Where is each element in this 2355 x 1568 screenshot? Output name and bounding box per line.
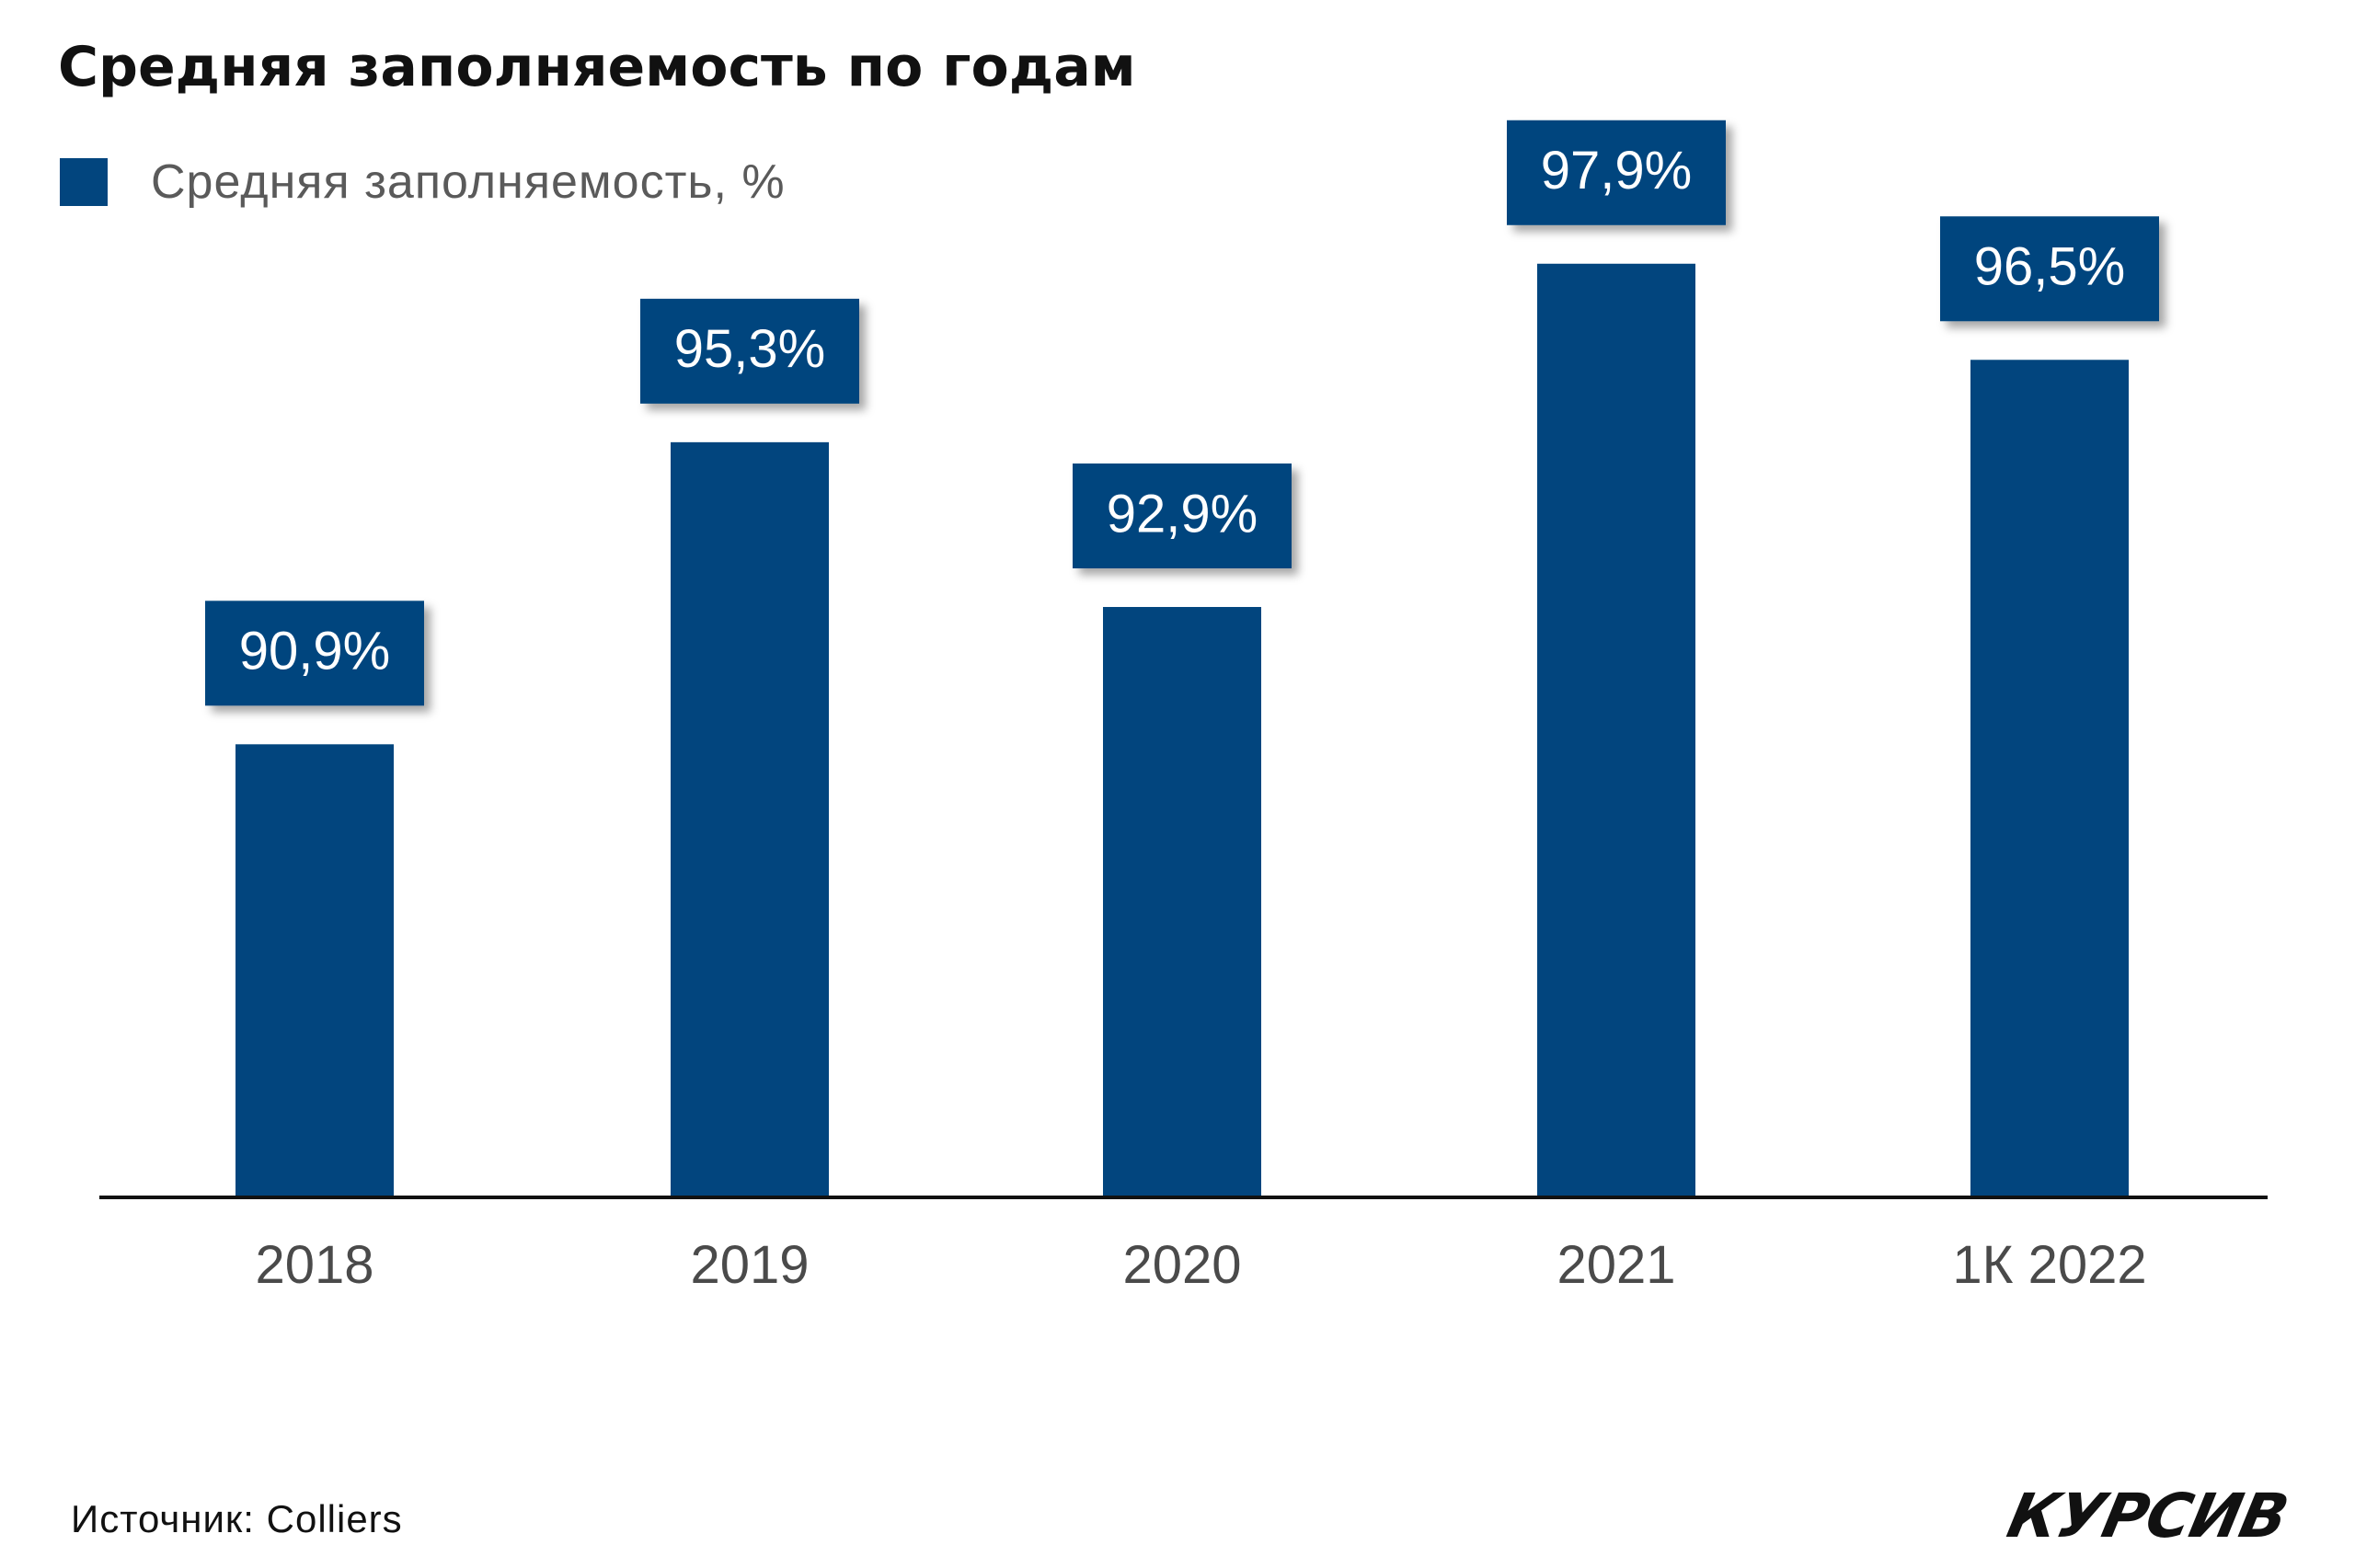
x-tick-label-5: 1К 2022 [1952,1235,2146,1295]
data-label-box-1 [205,601,424,706]
data-label-3: 92,9% [1107,484,1258,544]
bars-group [236,263,2129,1197]
data-label-4: 97,9% [1541,141,1692,200]
source-note: Источник: Colliers [71,1497,403,1540]
x-tick-label-1: 2018 [255,1235,373,1295]
bar-2 [671,441,829,1197]
x-tick-label-2: 2019 [690,1235,809,1295]
chart-title: Средняя заполняемость по годам [58,35,1136,99]
bar-4 [1537,263,1695,1197]
data-label-5: 96,5% [1974,237,2125,297]
bar-5 [1970,360,2129,1197]
data-label-box-5 [1940,216,2159,322]
x-tick-label-4: 2021 [1557,1235,1675,1295]
legend: Средняя заполняемость, % [60,155,786,210]
data-label-box-4 [1507,120,1726,225]
data-label-box-3 [1073,464,1292,569]
x-tick-label-3: 2020 [1122,1235,1241,1295]
kursiv-logo: КУРСИВ [2001,1481,2294,1551]
data-labels-group: 90,9% 95,3% 92,9% 97,9% 96,5% [205,120,2159,706]
bar-1 [236,744,394,1197]
bar-3 [1103,607,1261,1197]
x-tick-labels-group: 2018 2019 2020 2021 1К 2022 [255,1235,2146,1295]
legend-swatch [60,158,108,206]
data-label-1: 90,9% [239,622,390,681]
data-label-box-2 [640,298,859,404]
data-label-2: 95,3% [674,319,825,379]
legend-label: Средняя заполняемость, % [151,155,786,209]
